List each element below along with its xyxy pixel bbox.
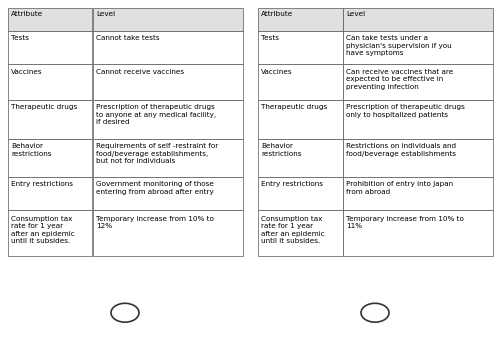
Bar <box>258 100 342 139</box>
Bar <box>342 100 492 139</box>
Text: Can receive vaccines that are
expected to be effective in
preventing infection: Can receive vaccines that are expected t… <box>346 69 454 90</box>
Text: Restrictions on individuals and
food/beverage establishments: Restrictions on individuals and food/bev… <box>346 143 456 157</box>
Text: Therapeutic drugs: Therapeutic drugs <box>11 104 77 111</box>
Text: Attribute: Attribute <box>11 11 44 17</box>
Bar <box>8 177 92 210</box>
Bar <box>8 8 92 31</box>
Text: Attribute: Attribute <box>261 11 293 17</box>
Text: Government monitoring of those
entering from abroad after entry: Government monitoring of those entering … <box>96 181 214 195</box>
Bar <box>342 8 492 31</box>
Text: Behavior
restrictions: Behavior restrictions <box>261 143 302 157</box>
Bar <box>342 64 492 100</box>
Bar <box>258 177 342 210</box>
Bar <box>258 210 342 256</box>
Bar <box>258 64 342 100</box>
Bar <box>92 8 242 31</box>
Text: Level: Level <box>346 11 365 17</box>
Bar <box>92 139 242 177</box>
Bar <box>92 100 242 139</box>
Text: Prescription of therapeutic drugs
to anyone at any medical facility,
if desired: Prescription of therapeutic drugs to any… <box>96 104 216 125</box>
Text: Prohibition of entry into Japan
from abroad: Prohibition of entry into Japan from abr… <box>346 181 453 195</box>
Text: Cannot receive vaccines: Cannot receive vaccines <box>96 69 184 74</box>
Text: Tests: Tests <box>11 35 29 41</box>
Text: Prescription of therapeutic drugs
only to hospitalized patients: Prescription of therapeutic drugs only t… <box>346 104 465 118</box>
Bar <box>8 100 92 139</box>
Bar <box>342 139 492 177</box>
Text: Behavior
restrictions: Behavior restrictions <box>11 143 51 157</box>
Text: Requirements of self -restraint for
food/beverage establishments,
but not for in: Requirements of self -restraint for food… <box>96 143 218 164</box>
Text: Can take tests under a
physician's supervision if you
have symptoms: Can take tests under a physician's super… <box>346 35 452 56</box>
Text: Therapeutic drugs: Therapeutic drugs <box>261 104 327 111</box>
Bar <box>8 31 92 64</box>
Bar <box>92 177 242 210</box>
Text: Temporary increase from 10% to
11%: Temporary increase from 10% to 11% <box>346 216 464 229</box>
Bar <box>342 31 492 64</box>
Bar <box>258 8 342 31</box>
Bar <box>8 64 92 100</box>
Text: Entry restrictions: Entry restrictions <box>11 181 73 187</box>
Text: Tests: Tests <box>261 35 279 41</box>
Bar <box>92 31 242 64</box>
Text: Vaccines: Vaccines <box>11 69 42 74</box>
Text: Level: Level <box>96 11 115 17</box>
Text: Consumption tax
rate for 1 year
after an epidemic
until it subsides.: Consumption tax rate for 1 year after an… <box>261 216 325 244</box>
Text: Entry restrictions: Entry restrictions <box>261 181 323 187</box>
Bar <box>258 139 342 177</box>
Text: Temporary increase from 10% to
12%: Temporary increase from 10% to 12% <box>96 216 214 229</box>
Bar <box>92 64 242 100</box>
Bar <box>258 31 342 64</box>
Text: Vaccines: Vaccines <box>261 69 292 74</box>
Text: Consumption tax
rate for 1 year
after an epidemic
until it subsides.: Consumption tax rate for 1 year after an… <box>11 216 75 244</box>
Bar <box>92 210 242 256</box>
Bar <box>8 139 92 177</box>
Bar <box>8 210 92 256</box>
Bar <box>342 210 492 256</box>
Text: Cannot take tests: Cannot take tests <box>96 35 160 41</box>
Bar <box>342 177 492 210</box>
